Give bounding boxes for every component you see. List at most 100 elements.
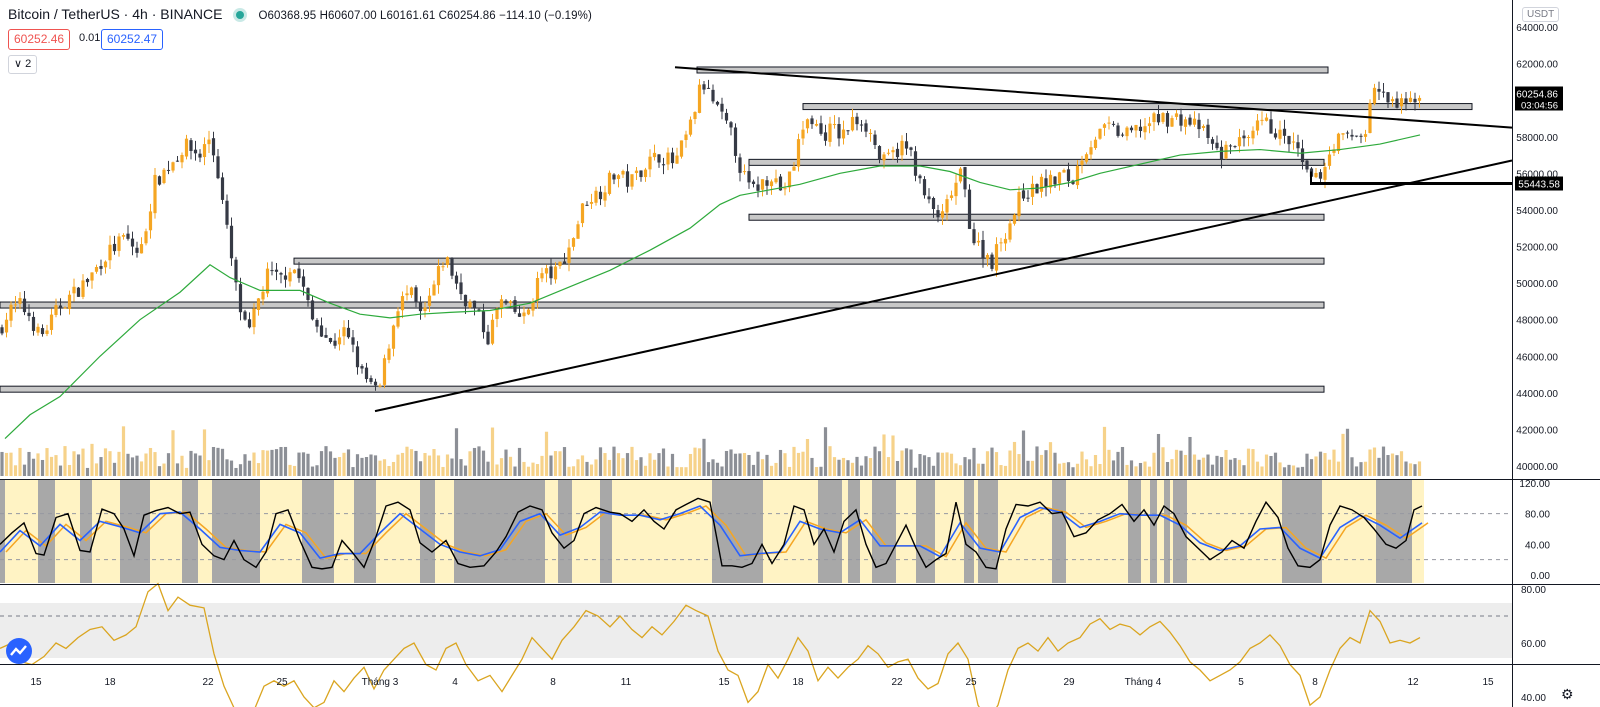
candle-body (369, 378, 373, 382)
candle-body (36, 326, 40, 333)
volume-bar (756, 451, 760, 476)
candle-body (697, 84, 702, 113)
candle-body (171, 162, 175, 171)
volume-bar (657, 453, 661, 476)
volume-bar (1039, 454, 1044, 476)
candle-body (1026, 197, 1030, 199)
candle-body (1327, 154, 1332, 166)
volume-bar (427, 455, 432, 476)
candle-body (603, 192, 607, 201)
candle-body (117, 236, 121, 251)
volume-bar (490, 427, 495, 476)
volume-bar (1282, 467, 1287, 476)
volume-bar (1188, 436, 1192, 476)
volume-bar (54, 455, 58, 476)
volume-bar (652, 459, 657, 476)
volume-bar (1134, 466, 1138, 476)
candle-body (1165, 113, 1170, 127)
volume-bar (895, 460, 900, 476)
volume-bar (301, 452, 306, 476)
volume-bar (562, 447, 567, 476)
volume-bar (261, 450, 265, 476)
volume-bar (1377, 457, 1381, 476)
candle-body (414, 287, 418, 303)
volume-bar (1156, 433, 1161, 476)
candle-body (499, 299, 504, 309)
candle-body (841, 129, 846, 139)
candle-body (1219, 146, 1224, 160)
volume-bar (1129, 460, 1134, 476)
last-price-label: 60254.86 (1516, 90, 1558, 101)
volume-bar (1057, 463, 1062, 476)
candle-body (742, 171, 747, 173)
stoch-tick-label: 0.00 (1531, 571, 1551, 582)
volume-bar (967, 459, 972, 476)
volume-bar (238, 464, 243, 476)
candle-body (715, 101, 720, 105)
indicators-toggle-button[interactable]: ∨ 2 (8, 55, 38, 74)
volume-bar (175, 463, 180, 476)
buy-price-button[interactable]: 60252.47 (101, 29, 164, 50)
horizontal-levels (0, 66, 1473, 393)
candle-body (1399, 98, 1404, 107)
volume-bar (1345, 428, 1350, 476)
candle-body (193, 149, 198, 154)
volume-bar (1071, 467, 1075, 476)
volume-bar (103, 448, 108, 476)
volume-bar (225, 459, 229, 476)
candle-body (634, 170, 639, 174)
gear-icon[interactable]: ⚙ (1561, 686, 1574, 702)
candle-body (1161, 113, 1165, 122)
candle-body (1300, 148, 1305, 163)
candle-body (778, 176, 783, 191)
candle-body (553, 266, 558, 280)
candle-body (630, 174, 634, 187)
time-tick-label: 15 (30, 677, 42, 688)
candle-body (576, 224, 580, 239)
sell-price-button[interactable]: 60252.46 (8, 29, 71, 50)
candle-body (216, 156, 220, 179)
stoch-shade-column (978, 480, 998, 583)
volume-bar (1233, 458, 1237, 476)
candle-body (283, 275, 288, 280)
volume-bar (904, 448, 909, 476)
time-axis: 15 18 22 25 Tháng 3 4 8 11 15 18 22 25 29 Tháng 4 5 8 12… (30, 677, 1494, 688)
volume-bar (990, 447, 994, 476)
tradingview-logo-icon[interactable] (6, 638, 32, 664)
candle-body (981, 239, 985, 259)
volume-bar (81, 448, 85, 476)
candle-body (180, 154, 184, 163)
symbol-title[interactable]: Bitcoin / TetherUS · 4h · BINANCE (8, 6, 223, 22)
volume-bar (540, 455, 544, 476)
volume-bar (243, 454, 247, 476)
volume-bar (1246, 448, 1251, 476)
candle-body (9, 304, 13, 321)
support-resistance-zone (0, 385, 1325, 393)
volume-bar (382, 459, 387, 476)
volume-bar (738, 453, 742, 476)
volume-bar (1386, 455, 1390, 476)
volume-bar (1026, 460, 1030, 476)
candle-body (18, 298, 22, 304)
volume-bar (1242, 465, 1246, 476)
volume-bar (189, 450, 193, 476)
candle-body (886, 152, 891, 154)
candle-body (472, 300, 477, 308)
candle-body (301, 276, 306, 287)
volume-bar (742, 452, 747, 476)
volume-bar (1278, 462, 1282, 476)
candle-body (652, 152, 657, 158)
price-tick-label: 42000.00 (1516, 425, 1558, 436)
volume-bar (697, 448, 702, 476)
candle-body (693, 111, 697, 120)
volume-bar (432, 449, 436, 476)
volume-bar (1048, 442, 1053, 476)
candle-body (1251, 130, 1255, 139)
time-tick-label: 15 (718, 677, 730, 688)
candle-body (999, 242, 1003, 244)
currency-badge[interactable]: USDT (1522, 7, 1560, 22)
volume-bar (517, 447, 522, 476)
volume-bar (157, 466, 162, 476)
volume-bar (819, 466, 823, 476)
